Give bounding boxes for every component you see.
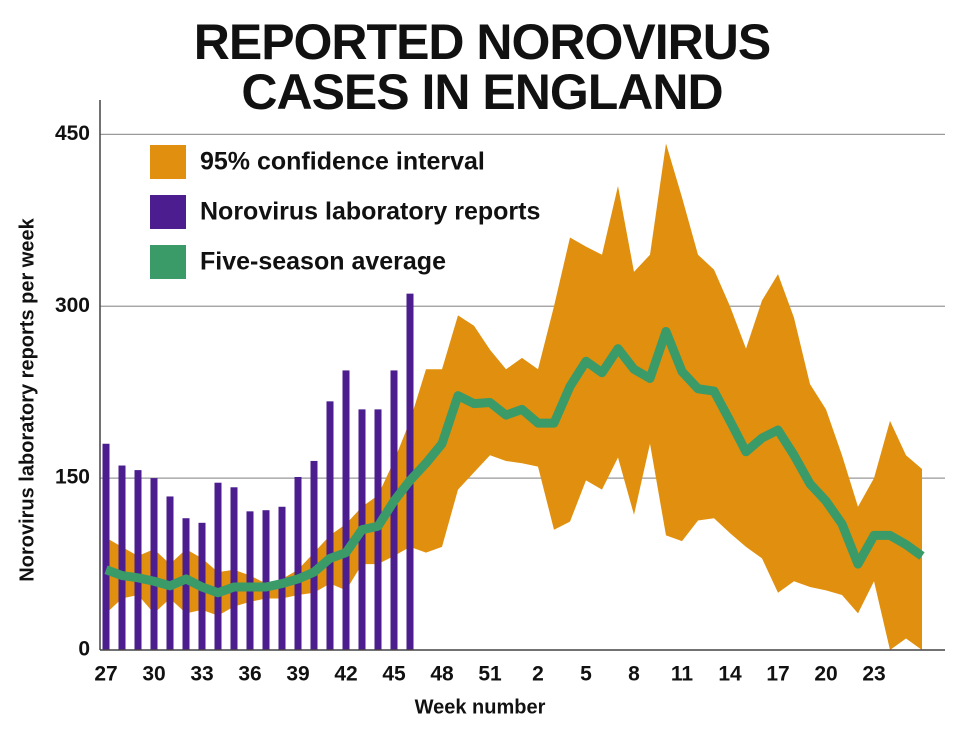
bar — [326, 401, 334, 650]
legend-swatch — [150, 145, 186, 179]
x-axis-label: Week number — [415, 696, 546, 718]
bar — [294, 476, 302, 650]
bar — [182, 518, 190, 650]
chart-title: REPORTED NOROVIRUS — [194, 14, 771, 70]
chart-title: CASES IN ENGLAND — [241, 64, 722, 120]
x-tick-label: 14 — [718, 663, 742, 686]
y-tick-label: 300 — [55, 294, 90, 317]
x-tick-label: 11 — [671, 663, 694, 686]
x-tick-label: 39 — [286, 663, 309, 686]
x-tick-label: 2 — [532, 663, 544, 686]
x-tick-label: 5 — [580, 663, 592, 686]
y-tick-label: 450 — [55, 122, 90, 145]
bar — [214, 482, 222, 650]
legend-label: 95% confidence interval — [200, 148, 485, 176]
x-tick-label: 8 — [628, 663, 640, 686]
bar — [278, 506, 286, 650]
bar — [230, 487, 238, 650]
plot-area: 0 150 300 450 27 30 33 36 39 42 45 48 51 2 5 8 11 14 17 20 2… — [55, 100, 945, 686]
y-axis-label: Norovirus laboratory reports per week — [16, 217, 38, 581]
legend-swatch — [150, 245, 186, 279]
legend-label: Five-season average — [200, 248, 446, 276]
bar — [342, 370, 350, 650]
x-tick-label: 17 — [766, 663, 789, 686]
bar — [102, 443, 110, 650]
bar — [262, 510, 270, 650]
x-tick-label: 48 — [430, 663, 454, 686]
x-tick-label: 51 — [478, 663, 502, 686]
bar — [134, 470, 142, 650]
y-tick-label: 0 — [78, 638, 90, 661]
x-tick-label: 33 — [190, 663, 213, 686]
x-tick-label: 30 — [142, 663, 165, 686]
average-line — [104, 326, 925, 598]
x-tick-label: 45 — [382, 663, 406, 686]
y-tick-label: 150 — [55, 466, 90, 489]
bar — [166, 496, 174, 650]
bar — [406, 293, 414, 650]
bar — [246, 511, 254, 650]
x-tick-label: 27 — [94, 663, 117, 686]
bar — [118, 465, 126, 650]
bar — [390, 370, 398, 650]
x-tick-label: 42 — [334, 663, 357, 686]
legend-swatch — [150, 195, 186, 229]
bar — [150, 478, 158, 650]
x-tick-label: 36 — [238, 663, 261, 686]
x-tick-label: 20 — [814, 663, 837, 686]
x-tick-label: 23 — [862, 663, 885, 686]
bar — [310, 460, 318, 650]
confidence-band — [106, 143, 922, 650]
legend-label: Norovirus laboratory reports — [200, 198, 540, 226]
